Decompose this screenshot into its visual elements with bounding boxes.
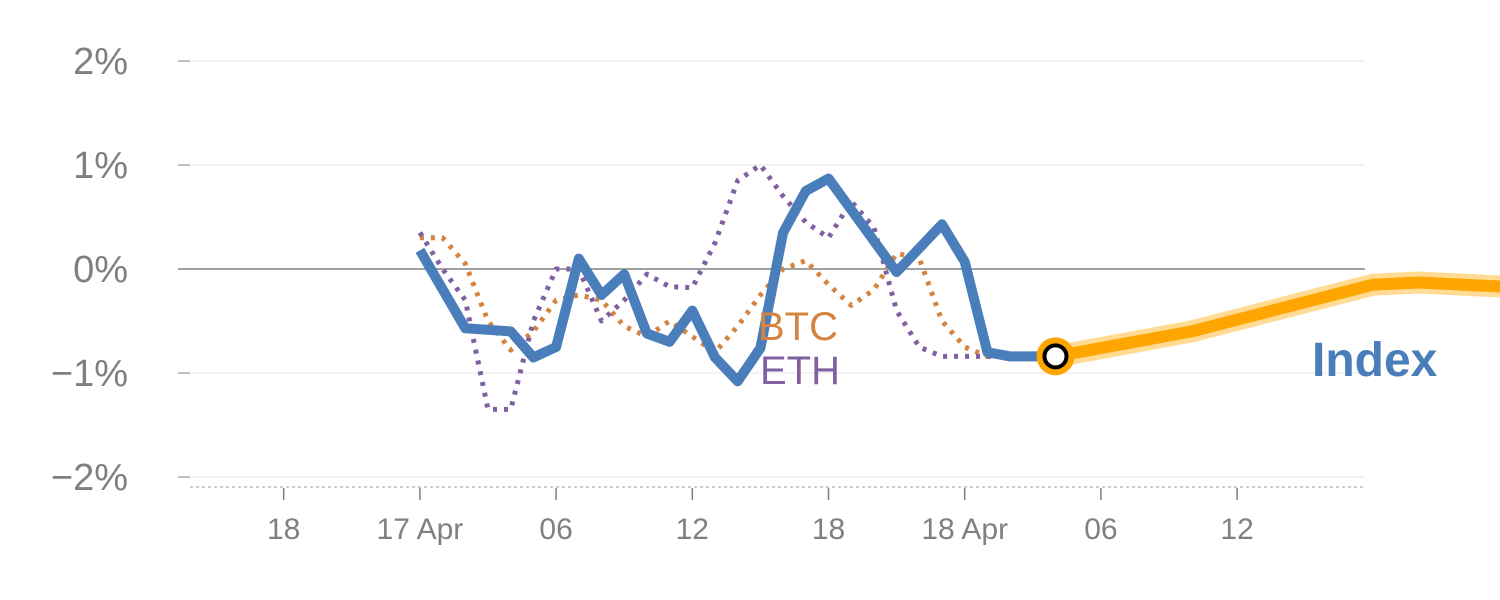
x-tick-label: 06: [1084, 513, 1117, 546]
index-label: Index: [1312, 334, 1438, 387]
x-tick-label: 18 Apr: [921, 513, 1008, 546]
y-tick-label: 2%: [73, 41, 128, 83]
y-tick-label: −2%: [51, 457, 128, 499]
marker-point: [1042, 343, 1069, 370]
btc-label: BTC: [758, 305, 838, 349]
x-tick-label: 17 Apr: [377, 513, 464, 546]
index-line: [415, 173, 1056, 387]
y-tick-label: 0%: [73, 249, 128, 291]
btc-line: [419, 235, 1011, 359]
current-marker: [1036, 337, 1075, 376]
x-tick-label: 12: [1220, 513, 1253, 546]
y-tick-label: 1%: [73, 145, 128, 187]
x-tick-label: 18: [267, 513, 300, 546]
x-tick-label: 06: [539, 513, 572, 546]
forecast-line: [1049, 276, 1500, 363]
series-labels: BTC ETH Index: [758, 305, 1438, 393]
y-axis: 2% 1% 0% −1% −2%: [51, 41, 190, 499]
series-lines: [415, 162, 1500, 412]
x-axis: 18 17 Apr 06 12 18 18 Apr 06 12: [190, 486, 1365, 546]
eth-label: ETH: [760, 349, 840, 393]
x-tick-label: 18: [812, 513, 845, 546]
x-tick-label: 12: [676, 513, 709, 546]
y-tick-label: −1%: [51, 353, 128, 395]
eth-line: [417, 162, 1011, 412]
